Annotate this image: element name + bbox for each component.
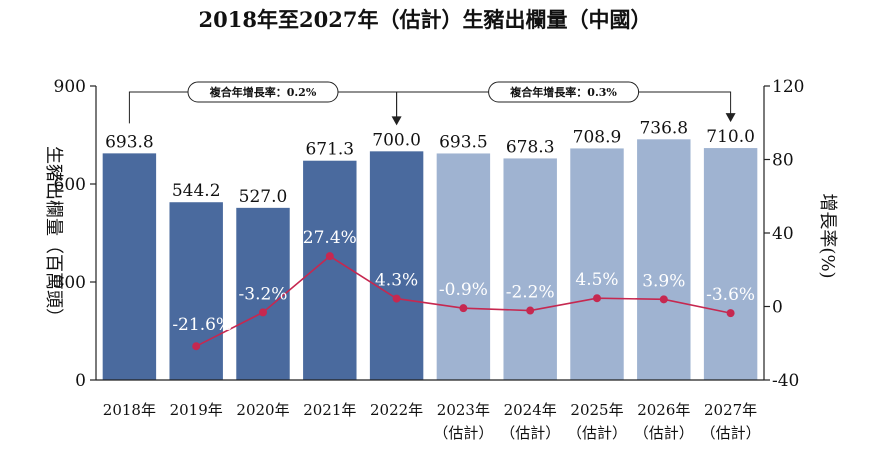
bar-value-label: 527.0 bbox=[239, 187, 288, 207]
bar-value-label: 710.0 bbox=[706, 127, 755, 147]
growth-point bbox=[659, 295, 668, 304]
x-tick-label: 2019年 bbox=[170, 401, 223, 419]
y-tick-label: 300 bbox=[54, 273, 86, 293]
growth-point bbox=[259, 308, 267, 317]
x-tick-label: 2022年 bbox=[370, 401, 423, 419]
growth-value-label: -3.2% bbox=[239, 284, 288, 304]
bar bbox=[637, 139, 691, 380]
cagr-badge bbox=[488, 81, 640, 103]
bar bbox=[303, 160, 357, 380]
bar-value-label: 693.8 bbox=[105, 132, 154, 152]
growth-value-label: 3.9% bbox=[642, 271, 685, 291]
bar-value-label: 678.3 bbox=[506, 137, 555, 157]
bar bbox=[369, 151, 424, 380]
growth-value-label: -0.9% bbox=[439, 280, 488, 300]
x-tick-label: 2021年 bbox=[303, 401, 356, 419]
growth-point bbox=[459, 304, 468, 313]
chart-title: 2018年至2027年（估計）生豬出欄量（中國） bbox=[199, 7, 652, 32]
growth-point bbox=[325, 252, 334, 261]
x-tick-label: 2025年 bbox=[570, 401, 623, 419]
x-tick-label: 2018年 bbox=[103, 401, 156, 419]
y-tick-label: 600 bbox=[54, 175, 86, 195]
y-axis-label: 生豬出欄量（百萬頭） bbox=[43, 146, 64, 326]
bar bbox=[169, 202, 223, 380]
y2-tick-label: 0 bbox=[772, 298, 783, 318]
y2-tick-label: 40 bbox=[772, 224, 794, 244]
bar bbox=[703, 148, 758, 380]
y-tick-label: 900 bbox=[54, 77, 86, 97]
x-tick-sublabel: （估計） bbox=[567, 424, 627, 442]
growth-point bbox=[526, 306, 535, 315]
growth-value-label: -21.6% bbox=[172, 315, 232, 335]
x-tick-sublabel: （估計） bbox=[433, 424, 493, 442]
growth-value-label: 4.3% bbox=[375, 271, 418, 291]
bar bbox=[436, 153, 491, 380]
bar bbox=[570, 148, 624, 380]
cagr-arrowhead bbox=[725, 113, 736, 123]
x-tick-sublabel: （估計） bbox=[701, 424, 761, 442]
y2-tick-label: -40 bbox=[772, 371, 799, 391]
bar-value-label: 544.2 bbox=[172, 181, 221, 201]
cagr-label: 複合年增長率：0.3% bbox=[509, 85, 617, 99]
bar-value-label: 736.8 bbox=[639, 118, 688, 138]
bar bbox=[102, 153, 157, 380]
growth-point bbox=[192, 342, 201, 351]
x-tick-label: 2023年 bbox=[437, 401, 490, 419]
growth-point bbox=[593, 294, 601, 303]
y2-axis: -40 0 40 80 120 bbox=[764, 77, 804, 391]
growth-point bbox=[392, 294, 401, 303]
bar-value-label: 671.3 bbox=[305, 140, 354, 160]
bar-value-label: 708.9 bbox=[573, 127, 622, 147]
bar-value-label: 700.0 bbox=[372, 130, 421, 150]
growth-series: -21.6% -3.2% 27.4% 4.3% -0.9% -2.2% 4.5% 3.9% -3… bbox=[172, 228, 755, 351]
y2-tick-label: 80 bbox=[772, 151, 794, 171]
growth-value-label: 27.4% bbox=[303, 228, 357, 248]
x-tick-label: 2026年 bbox=[637, 401, 690, 419]
bar-value-labels: 693.8 544.2 527.0 671.3 700.0 693.5 678.3 708.9… bbox=[105, 118, 755, 207]
x-tick-sublabel: （估計） bbox=[634, 424, 694, 442]
cagr-annotations: 複合年增長率：0.2% 複合年增長率：0.3% bbox=[128, 81, 736, 126]
growth-point bbox=[726, 309, 735, 318]
growth-value-label: -3.6% bbox=[706, 285, 755, 305]
x-tick-labels: 2018年 2019年 2020年 2021年 2022年 2023年 （估計） 2024年 （… bbox=[103, 401, 761, 442]
y-tick-label: 0 bbox=[75, 371, 86, 391]
cagr-label: 複合年增長率：0.2% bbox=[209, 85, 317, 99]
x-tick-sublabel: （估計） bbox=[500, 424, 560, 442]
bar-value-label: 693.5 bbox=[439, 132, 488, 152]
growth-value-label: -2.2% bbox=[506, 283, 555, 303]
y2-axis-label: 增長率(%) bbox=[817, 193, 838, 278]
x-tick-label: 2020年 bbox=[236, 401, 289, 419]
y-axis: 0 300 600 900 bbox=[54, 77, 96, 391]
cagr-badge bbox=[187, 81, 339, 103]
bar bbox=[503, 158, 557, 380]
y2-tick-label: 120 bbox=[772, 77, 804, 97]
x-tick-label: 2027年 bbox=[704, 401, 757, 419]
bar bbox=[236, 207, 290, 380]
growth-value-label: 4.5% bbox=[575, 270, 618, 290]
bar-series bbox=[102, 139, 758, 380]
x-tick-label: 2024年 bbox=[504, 401, 557, 419]
